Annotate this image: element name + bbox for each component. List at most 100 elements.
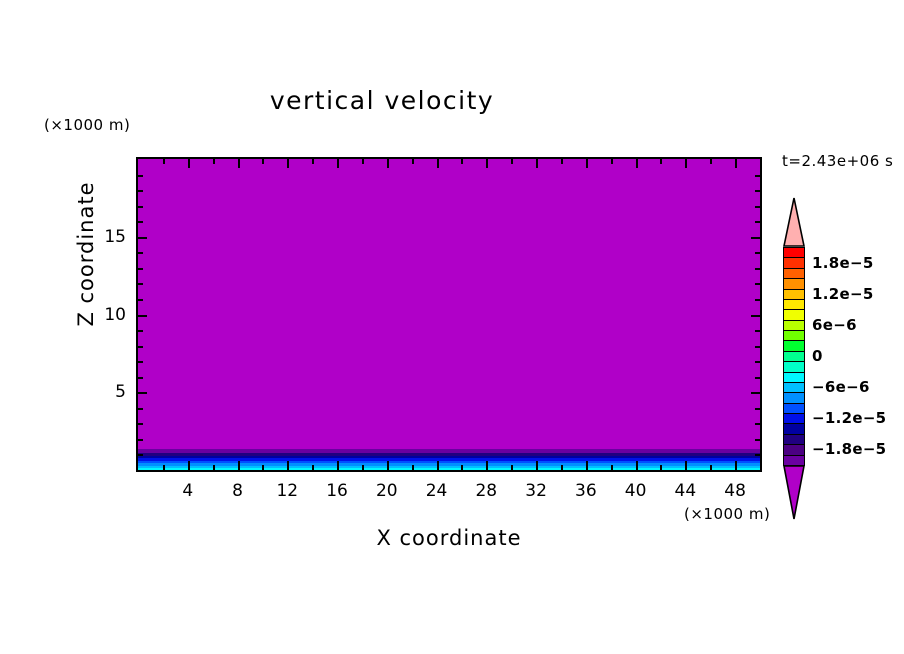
colorbar-tick-label: −6e−6 — [812, 378, 870, 397]
axis-tick — [138, 392, 147, 395]
colorbar-over-arrow — [783, 197, 805, 247]
field-band — [138, 449, 760, 453]
axis-tick — [138, 236, 147, 239]
axis-tick — [312, 159, 315, 164]
colorbar-tick-label: 1.2e−5 — [812, 284, 874, 303]
colorbar-tick-label: 0 — [812, 347, 823, 365]
axis-tick — [710, 159, 713, 164]
axis-tick — [212, 159, 215, 164]
axis-tick — [755, 267, 760, 270]
axis-tick — [361, 465, 364, 470]
axis-tick — [685, 159, 688, 168]
axis-tick — [162, 465, 165, 470]
x-axis-tick-label: 20 — [375, 481, 398, 501]
axis-tick — [755, 283, 760, 286]
axis-tick — [755, 221, 760, 224]
axis-tick — [138, 190, 143, 193]
axis-tick — [735, 159, 738, 168]
colorbar-under-arrow — [783, 465, 805, 520]
axis-tick — [660, 465, 663, 470]
field-band — [138, 463, 760, 466]
axis-tick — [755, 252, 760, 255]
field-band — [138, 452, 760, 456]
axis-tick — [511, 159, 514, 164]
x-axis-tick-label: 12 — [276, 481, 299, 501]
plot-area — [136, 157, 762, 472]
axis-tick — [710, 465, 713, 470]
axis-tick — [386, 159, 389, 168]
axis-tick — [536, 461, 539, 470]
axis-tick — [138, 361, 143, 364]
axis-tick — [461, 159, 464, 164]
axis-tick — [436, 159, 439, 168]
x-axis-tick-label: 32 — [525, 481, 547, 501]
axis-tick — [138, 423, 143, 426]
axis-tick — [138, 345, 143, 348]
axis-tick — [138, 454, 143, 457]
axis-tick — [755, 438, 760, 441]
axis-tick — [262, 159, 265, 164]
x-axis-tick-label: 28 — [475, 481, 498, 501]
axis-tick — [560, 159, 563, 164]
axis-tick — [138, 314, 147, 317]
field-band — [138, 467, 760, 470]
axis-tick — [486, 461, 489, 470]
colorbar-tick-label: −1.8e−5 — [812, 440, 887, 459]
axis-tick — [755, 345, 760, 348]
axis-tick — [138, 376, 143, 379]
y-axis-tick-label: 15 — [104, 226, 126, 247]
colorbar-tick-label: 6e−6 — [812, 315, 857, 334]
axis-tick — [751, 392, 760, 395]
axis-tick — [212, 465, 215, 470]
axis-tick — [138, 407, 143, 410]
axis-tick — [685, 461, 688, 470]
axis-tick — [755, 423, 760, 426]
axis-tick — [751, 236, 760, 239]
colorbar-tick-label: 1.8e−5 — [812, 253, 874, 272]
colorbar-tick-label: −1.2e−5 — [812, 409, 887, 428]
axis-tick — [138, 205, 143, 208]
axis-tick — [138, 438, 143, 441]
field-band — [138, 458, 760, 461]
axis-tick — [138, 267, 143, 270]
axis-tick — [138, 298, 143, 301]
field-band — [138, 159, 760, 449]
x-axis-tick-label: 4 — [182, 481, 194, 501]
axis-tick — [610, 159, 613, 164]
axis-tick — [755, 205, 760, 208]
axis-tick — [361, 159, 364, 164]
x-axis-tick-label: 16 — [326, 481, 348, 501]
axis-tick — [162, 159, 165, 164]
axis-tick — [187, 461, 190, 470]
axis-tick — [237, 159, 240, 168]
y-axis-tick-label: 5 — [115, 382, 126, 403]
axis-tick — [138, 330, 143, 333]
colorbar — [783, 247, 805, 466]
axis-tick — [635, 461, 638, 470]
y-axis-unit-label: (×1000 m) — [44, 116, 131, 134]
axis-tick — [511, 465, 514, 470]
x-axis-tick-label: 44 — [674, 481, 697, 501]
axis-tick — [755, 298, 760, 301]
axis-tick — [755, 407, 760, 410]
field-band — [138, 455, 760, 459]
axis-tick — [751, 314, 760, 317]
axis-tick — [610, 465, 613, 470]
axis-tick — [536, 159, 539, 168]
field-band — [138, 460, 760, 464]
axis-tick — [187, 159, 190, 168]
axis-tick — [755, 190, 760, 193]
x-axis-title: X coordinate — [376, 526, 522, 550]
axis-tick — [585, 461, 588, 470]
axis-tick — [138, 174, 143, 177]
axis-tick — [411, 159, 414, 164]
axis-tick — [585, 159, 588, 168]
axis-tick — [386, 461, 389, 470]
axis-tick — [312, 465, 315, 470]
axis-tick — [755, 376, 760, 379]
x-axis-tick-label: 24 — [425, 481, 448, 501]
axis-tick — [287, 159, 290, 168]
axis-tick — [755, 174, 760, 177]
axis-tick — [755, 361, 760, 364]
time-annotation: t=2.43e+06 s — [782, 152, 894, 170]
